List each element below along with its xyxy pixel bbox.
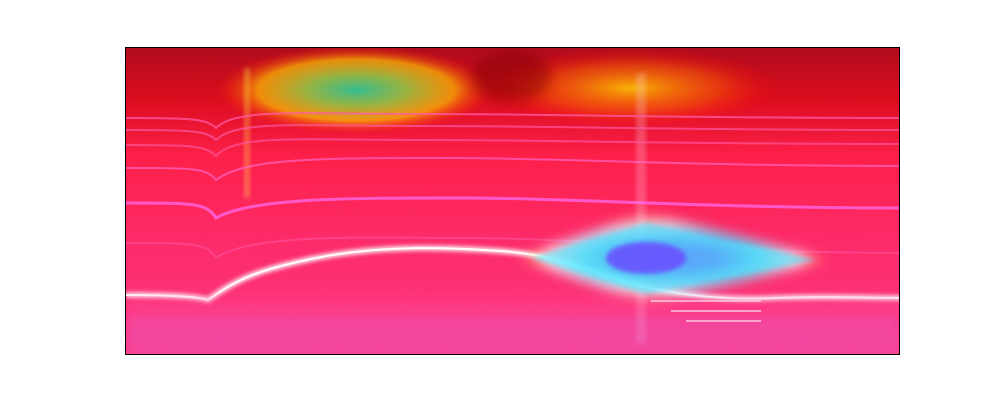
spectrogram-svg bbox=[126, 48, 899, 354]
top-yellow-glow bbox=[481, 48, 781, 128]
lower-right-bars bbox=[651, 300, 761, 322]
vertical-highlight bbox=[636, 73, 646, 343]
lower-purple-haze bbox=[126, 316, 899, 354]
top-dark-seam bbox=[471, 50, 551, 102]
vertical-highlight bbox=[244, 68, 250, 198]
top-green-glow bbox=[216, 48, 496, 134]
spectrogram-plot bbox=[125, 47, 900, 355]
violet-core bbox=[606, 242, 686, 274]
